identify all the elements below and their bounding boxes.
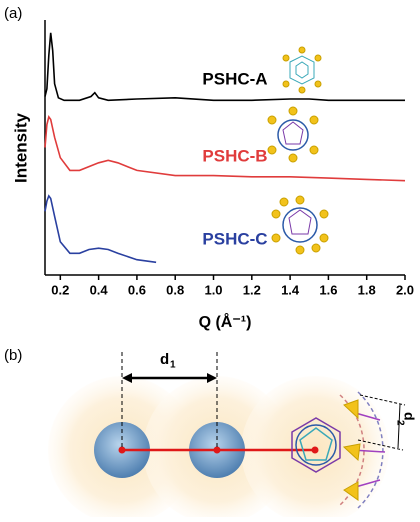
diagram-label: 1 bbox=[170, 360, 176, 371]
plot: 0.2 0.4 0.6 0.8 1.0 1.2 1.4 1.6 1.8 2.0 PSHC-A PSHC… bbox=[45, 20, 414, 297]
molecule-icon bbox=[283, 47, 321, 93]
x-tick-label: 2.0 bbox=[396, 282, 414, 297]
x-tick-label: 1.8 bbox=[358, 282, 376, 297]
schematic bbox=[48, 352, 405, 517]
series-label: PSHC-B bbox=[202, 146, 267, 165]
x-tick-label: 0.8 bbox=[166, 282, 184, 297]
x-tick-label: 1.0 bbox=[204, 282, 222, 297]
series-line bbox=[45, 33, 405, 101]
molecule-icon bbox=[268, 107, 318, 162]
x-tick-label: 1.6 bbox=[319, 282, 337, 297]
panel-label: (b) bbox=[4, 347, 22, 364]
x-tick-label: 1.2 bbox=[243, 282, 261, 297]
x-tick-label: 0.4 bbox=[90, 282, 109, 297]
diagram-label: 2 bbox=[394, 420, 405, 426]
panel-label: (a) bbox=[4, 5, 22, 22]
diagram-label: d bbox=[160, 351, 169, 368]
series-label: PSHC-C bbox=[202, 229, 267, 248]
molecule-icon bbox=[272, 196, 328, 254]
x-tick-label: 1.4 bbox=[281, 282, 300, 297]
figure: (a) (b) Intensity Q (Å⁻¹) 0.2 0.4 0.6 0.8 1.… bbox=[0, 0, 420, 517]
x-tick-label: 0.2 bbox=[51, 282, 69, 297]
y-axis-label: Intensity bbox=[11, 113, 30, 183]
x-tick-label: 0.6 bbox=[128, 282, 146, 297]
series-line bbox=[45, 196, 156, 262]
series-label: PSHC-A bbox=[202, 69, 267, 88]
x-axis-label: Q (Å⁻¹) bbox=[199, 312, 252, 331]
